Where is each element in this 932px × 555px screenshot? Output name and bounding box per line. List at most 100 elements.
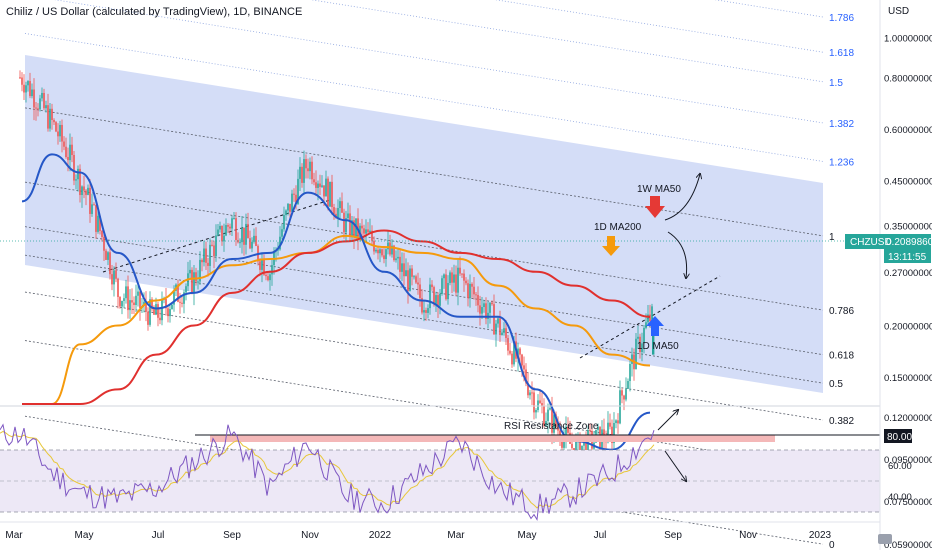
time-tick-label: Mar [5,530,23,541]
candle-body [579,435,581,460]
candle-body [249,238,251,249]
candle-body [313,179,315,183]
candle-body [205,248,207,263]
candle-body [183,292,185,304]
candle-body [193,272,195,293]
scroll-to-realtime-button[interactable] [878,534,892,544]
candle-body [525,369,527,384]
candle-body [27,81,29,86]
candle-body [53,119,55,123]
candle-body [139,291,141,309]
ma200-1d-line [21,234,651,405]
candle-body [367,229,369,233]
candle-body [293,193,295,195]
candle-body [61,124,63,142]
price-tick-label: 0.15000000 [884,373,932,384]
candle-body [107,252,109,260]
candle-body [647,314,649,323]
candle-body [305,159,307,169]
candle-body [309,161,311,172]
candle-body [639,336,641,353]
candle-body [195,272,197,282]
price-tick-label: 0.45000000 [884,176,932,187]
candle-body [311,161,313,180]
candle-body [453,274,455,283]
candle-body [523,365,525,370]
candle-body [211,244,213,246]
candle-body [323,185,325,197]
candle-body [339,201,341,209]
candle-body [495,323,497,335]
candle-body [547,409,549,421]
candle-body [235,218,237,240]
candle-body [279,236,281,250]
chart-title: Chiliz / US Dollar (calculated by Tradin… [6,6,303,18]
candle-body [247,223,249,239]
candle-body [609,422,611,427]
candle-body [281,229,283,237]
candle-body [507,338,509,351]
rsi-tick-label: 40.00 [888,492,912,503]
candle-body [501,332,503,336]
candle-body [393,245,395,261]
candle-body [493,304,495,335]
candle-body [229,226,231,229]
candle-body [153,309,155,315]
countdown-label: 13:11:55 [888,252,927,263]
candle-body [411,268,413,277]
candle-body [519,348,521,355]
candle-body [19,77,21,79]
candle-body [449,272,451,283]
candle-body [295,194,297,204]
candle-body [395,258,397,261]
candle-body [47,105,49,129]
candle-body [399,256,401,272]
candle-body [63,141,65,147]
candle-body [75,179,77,181]
candle-body [267,276,269,281]
candle-body [225,225,227,236]
candle-body [31,89,33,97]
candle-body [99,215,101,231]
regression-channel [25,55,823,393]
candle-body [167,308,169,317]
candle-body [51,108,53,120]
candle-body [71,144,73,156]
rsi-highlight-label: 80.00 [887,432,912,443]
candle-body [635,338,637,370]
projection-up-arrow [664,174,700,221]
candle-body [95,204,97,232]
candle-body [619,390,621,424]
time-tick-label: Sep [664,530,682,541]
candle-body [55,122,57,132]
rsi-down-arrow [664,450,686,481]
candle-body [117,278,119,297]
candle-body [469,283,471,299]
candle-body [213,245,215,257]
candle-body [443,274,445,279]
price-tick-label: 0.60000000 [884,125,932,136]
candle-body [67,157,69,161]
candle-body [271,265,273,275]
candle-body [643,327,645,344]
candle-body [89,187,91,214]
candle-body [477,294,479,306]
candle-body [291,193,293,212]
candle-body [585,439,587,458]
candle-body [157,304,159,318]
candle-body [131,300,133,303]
candle-body [361,225,363,229]
projection-down-arrow [667,231,687,278]
candle-body [433,287,435,305]
price-tick-label: 1.00000000 [884,33,932,44]
candle-body [437,295,439,306]
candle-body [641,343,643,353]
candle-body [251,241,253,249]
candle-body [91,204,93,214]
candle-body [441,278,443,294]
candle-body [651,306,653,322]
candle-body [127,286,129,311]
candle-body [401,263,403,272]
candle-body [83,186,85,191]
candle-body [209,244,211,266]
